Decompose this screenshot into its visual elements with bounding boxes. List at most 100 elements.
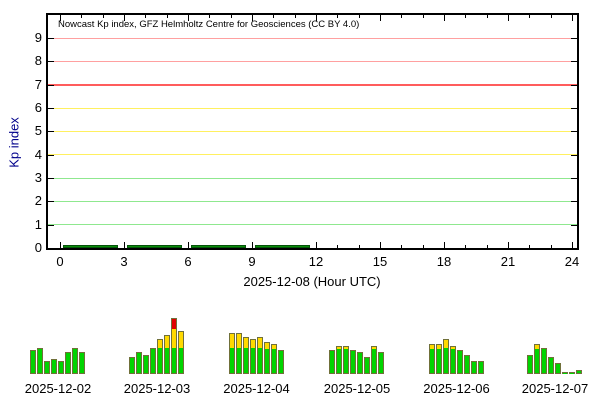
y-tickmark [48,224,54,226]
mini-kp-bar [555,363,561,374]
kp-segment-green [457,351,462,373]
mini-kp-bar [562,371,568,374]
x-tick-label: 9 [248,254,256,269]
x-tickmark-top [401,15,403,18]
y-tick-label: 9 [34,30,42,45]
mini-kp-bar [329,350,335,374]
gridline-kp-4 [48,154,577,156]
kp-segment-yellow [535,344,539,349]
x-tick-label: 6 [184,254,192,269]
x-tickmark-top [230,15,232,18]
y-tick-label: 2 [34,193,42,209]
kp-segment-yellow [436,344,441,349]
kp-segment-green [144,355,148,373]
mini-kp-bar [371,345,377,374]
kp-segment-yellow [172,329,176,348]
x-tickmark-top [508,15,509,21]
kp-segment-green [351,351,355,373]
y-tick-label: 8 [34,53,42,69]
kp-segment-green [271,348,276,373]
mini-kp-bar [136,352,142,374]
y-tick-label: 5 [34,123,42,139]
mini-kp-bar [164,335,170,374]
x-tickmark [337,245,339,248]
x-tickmark [508,242,509,248]
kp-segment-green [229,348,234,373]
mini-kp-bar [263,341,270,374]
mini-kp-bar [72,348,78,374]
kp-segment-green [236,348,241,373]
mini-kp-bar [235,332,242,374]
kp-segment-yellow [450,346,455,349]
mini-kp-bar [534,343,540,374]
kp-segment-yellow [165,336,169,349]
kp-segment-yellow [158,340,162,349]
main-plot-frame [46,13,579,250]
x-tick-label: 24 [564,254,580,269]
y-tickmark [48,61,54,63]
kp-segment-green [264,348,269,373]
mini-kp-bar [44,361,50,374]
y-tick-label: 1 [34,216,42,232]
kp-segment-yellow [443,340,448,349]
kp-segment-yellow [429,344,434,349]
mini-kp-bar [37,348,43,374]
chart-title: Nowcast Kp index, GFZ Helmholtz Centre f… [58,19,360,30]
x-tickmark-top [145,15,147,18]
kp-segment-green [471,362,476,373]
kp-segment-green [330,351,334,373]
kp-segment-green [250,348,255,373]
mini-chart-date-label: 2025-12-05 [323,381,391,396]
kp-segment-green [464,355,469,373]
mini-kp-bar [150,348,156,374]
mini-kp-bar [256,337,263,374]
kp-segment-yellow [337,346,341,349]
mini-kp-bar [270,343,277,374]
kp-segment-green [372,348,376,373]
x-tick-label: 15 [372,254,388,269]
mini-kp-bar [442,339,449,374]
mini-chart-date-label: 2025-12-07 [521,381,589,396]
kp-segment-green [365,357,369,373]
kp-segment-yellow [271,344,276,349]
x-tickmark [550,245,552,248]
mini-kp-bar [463,354,470,374]
mini-kp-bar [364,356,370,374]
mini-kp-bar [249,339,256,374]
y-tickmark-right [571,178,577,179]
kp-segment-green [528,355,532,373]
kp-segment-green [31,351,35,373]
kp-segment-red [172,318,176,330]
mini-kp-bar [171,317,177,374]
mini-chart-date-label: 2025-12-04 [223,381,290,396]
mini-kp-bar [470,361,477,374]
x-tickmark-top [102,15,104,18]
kp-segment-yellow [264,342,269,349]
gridline-kp-6 [48,107,577,109]
mini-kp-bar [178,330,184,374]
kp-segment-green [243,348,248,373]
x-tickmark [422,245,424,248]
x-tick-label: 3 [120,254,128,269]
x-tickmark-top [444,15,445,21]
kp-segment-green [165,348,169,373]
kp-segment-green [535,348,539,373]
mini-kp-bar [428,343,435,374]
kp-segment-yellow [229,333,234,349]
mini-kp-bar [157,339,163,374]
y-tickmark-right [571,248,577,249]
x-axis-label: 2025-12-08 (Hour UTC) [243,274,381,289]
x-tickmark [572,242,573,248]
kp-segment-green [179,348,183,373]
kp-segment-yellow [179,331,183,349]
x-tickmark-top [273,15,275,18]
x-tick-label: 0 [56,254,64,269]
y-tickmark [48,108,54,109]
mini-kp-bar [357,352,363,374]
x-tickmark-top [358,15,360,18]
mini-kp-bar [58,361,64,374]
main-kp-bar [255,245,310,248]
gridline-kp-2 [48,200,577,202]
y-tick-label: 0 [34,240,42,255]
x-tickmark-top [294,15,296,18]
